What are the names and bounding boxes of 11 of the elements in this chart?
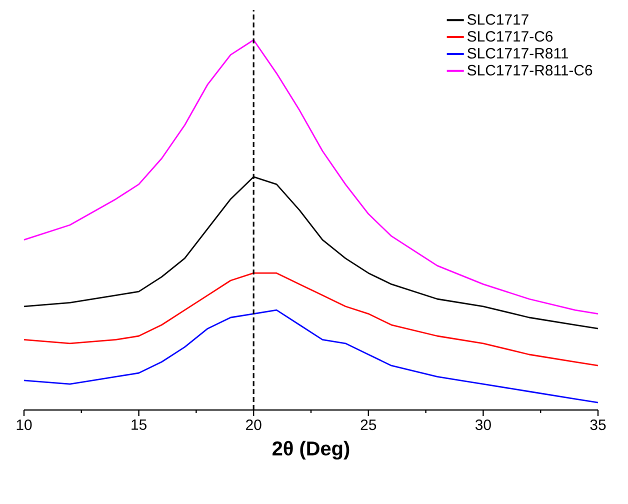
x-tick-label: 15 xyxy=(132,420,146,430)
x-tick-label: 10 xyxy=(16,419,32,430)
legend-label: SLC1717-C6 xyxy=(468,31,553,42)
legend-label: SLC1717-R811 xyxy=(468,48,568,59)
x-tick-label: 25 xyxy=(360,419,376,430)
x-axis-title: 2θ (Deg) xyxy=(272,440,350,460)
legend-label: SLC1717-R811-C6 xyxy=(468,64,592,76)
x-tick-label: 30 xyxy=(475,419,491,430)
legend-label: SLC1717 xyxy=(468,14,528,25)
x-tick-label: 35 xyxy=(590,419,606,430)
x-tick-label: 20 xyxy=(246,419,262,430)
